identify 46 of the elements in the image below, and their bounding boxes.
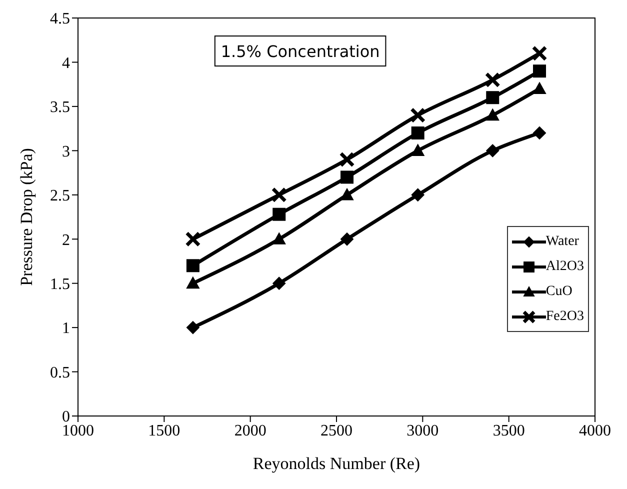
point [186,259,200,272]
point [484,72,500,88]
point [411,144,424,156]
legend-label: Fe2O3 [546,308,584,324]
point [272,276,286,290]
y-tick-label: 1.5 [50,276,70,294]
x-tick-label: 1500 [148,422,180,440]
y-tick-label: 4.5 [50,10,70,28]
y-tick-label: 2.5 [50,188,70,205]
point [533,82,546,94]
point [411,126,424,140]
x-tick-label: 3500 [492,422,525,440]
point [410,108,426,124]
point [411,188,424,202]
point [533,64,546,78]
y-axis-title: Pressure Drop (kPa) [17,148,36,286]
point [272,208,286,221]
point [339,152,355,168]
point [533,126,546,140]
y-tick-label: 1 [62,320,70,338]
point [486,144,500,158]
x-tick-label: 4000 [579,422,611,440]
point [486,108,500,121]
point [340,232,354,246]
point [486,91,500,104]
x-axis-title: Reyonolds Number (Re) [252,454,420,473]
point [185,231,201,247]
point [340,188,354,200]
annotation: 1.5% Concentration [220,42,380,61]
y-tick-label: 0.5 [50,364,70,382]
point [271,187,287,203]
x-tick-label: 3000 [406,422,439,440]
y-tick-label: 2 [62,232,70,249]
point [186,321,200,334]
x-tick-label: 2500 [320,422,352,440]
point [272,232,286,244]
point [340,170,354,184]
y-tick-label: 3.5 [50,99,70,116]
legend-label: CuO [546,284,572,300]
legend-label: Water [546,234,579,250]
x-tick-label: 2000 [234,422,266,440]
point [186,276,200,289]
point [532,46,548,62]
legend-label: Al2O3 [546,258,584,274]
y-tick-label: 3 [62,143,70,160]
y-tick-label: 4 [62,54,70,72]
